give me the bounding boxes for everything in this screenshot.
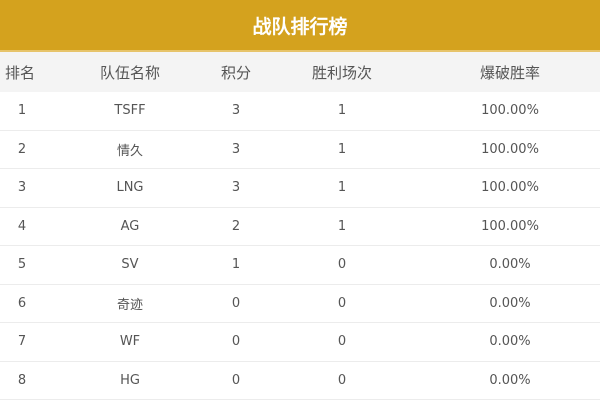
cell-rank: 4 — [17, 218, 27, 234]
cell-points: 1 — [231, 257, 241, 273]
cell-wins: 1 — [337, 218, 347, 234]
cell-rank: 1 — [17, 103, 27, 119]
cell-win-rate: 100.00% — [481, 141, 539, 157]
cell-team: TSFF — [114, 103, 146, 119]
column-header-rank: 排名 — [5, 63, 36, 82]
column-header-team: 队伍名称 — [99, 63, 160, 82]
cell-team: 情久 — [116, 143, 143, 159]
cell-rank: 8 — [17, 372, 27, 388]
ranking-table: 排名 队伍名称 积分 胜利场次 爆破胜率 1 TSFF 3 1 100.00% 2 情久 3 1… — [0, 52, 600, 400]
cell-points: 3 — [231, 103, 241, 119]
table-header: 排名 队伍名称 积分 胜利场次 爆破胜率 — [0, 52, 600, 92]
table-row: 6 奇迹 0 0 0.00% — [0, 285, 600, 323]
cell-points: 3 — [231, 180, 241, 196]
table-row: 1 TSFF 3 1 100.00% — [0, 92, 600, 131]
cell-win-rate: 100.00% — [481, 180, 539, 196]
cell-team: WF — [119, 334, 141, 350]
cell-rank: 7 — [17, 334, 27, 350]
cell-rank: 6 — [17, 295, 27, 311]
cell-wins: 0 — [337, 334, 347, 350]
cell-wins: 0 — [337, 295, 347, 311]
cell-team: 奇迹 — [116, 297, 143, 313]
column-header-wins: 胜利场次 — [311, 63, 372, 82]
table-row: 7 WF 0 0 0.00% — [0, 323, 600, 362]
table-row: 2 情久 3 1 100.00% — [0, 131, 600, 169]
cell-wins: 0 — [337, 257, 347, 273]
cell-wins: 0 — [337, 372, 347, 388]
cell-team: LNG — [116, 180, 144, 196]
cell-win-rate: 0.00% — [489, 257, 531, 273]
cell-wins: 1 — [337, 141, 347, 157]
column-header-points: 积分 — [220, 63, 251, 82]
cell-wins: 1 — [337, 180, 347, 196]
table-row: 4 AG 2 1 100.00% — [0, 208, 600, 246]
cell-points: 0 — [231, 334, 241, 350]
table-row: 8 HG 0 0 0.00% — [0, 362, 600, 400]
cell-team: AG — [120, 218, 140, 234]
cell-win-rate: 100.00% — [481, 218, 539, 234]
table-row: 5 SV 1 0 0.00% — [0, 246, 600, 285]
cell-points: 2 — [231, 218, 241, 234]
column-header-win-rate: 爆破胜率 — [479, 63, 540, 82]
cell-points: 0 — [231, 295, 241, 311]
cell-team: SV — [121, 257, 139, 273]
cell-points: 0 — [231, 372, 241, 388]
cell-team: HG — [120, 372, 140, 388]
cell-win-rate: 0.00% — [489, 295, 531, 311]
table-row: 3 LNG 3 1 100.00% — [0, 169, 600, 208]
cell-rank: 3 — [17, 180, 27, 196]
page-title: 战队排行榜 — [0, 0, 600, 52]
cell-points: 3 — [231, 141, 241, 157]
cell-win-rate: 0.00% — [489, 372, 531, 388]
cell-rank: 2 — [17, 141, 27, 157]
cell-win-rate: 0.00% — [489, 334, 531, 350]
cell-wins: 1 — [337, 103, 347, 119]
cell-rank: 5 — [17, 257, 27, 273]
cell-win-rate: 100.00% — [481, 103, 539, 119]
